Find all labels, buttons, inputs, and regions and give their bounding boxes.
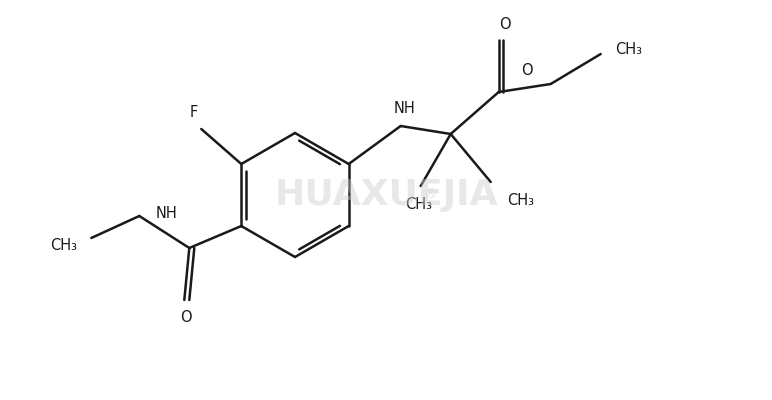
Text: NH: NH	[394, 101, 415, 116]
Text: CH₃: CH₃	[506, 193, 533, 208]
Text: CH₃: CH₃	[405, 197, 432, 212]
Text: O: O	[181, 310, 192, 325]
Text: O: O	[499, 17, 510, 32]
Text: CH₃: CH₃	[50, 238, 77, 254]
Text: NH: NH	[155, 206, 178, 221]
Text: O: O	[521, 63, 533, 78]
Text: F: F	[189, 105, 198, 120]
Text: ®: ®	[423, 188, 437, 202]
Text: CH₃: CH₃	[615, 42, 642, 56]
Text: HUAXUEJIA: HUAXUEJIA	[274, 178, 498, 212]
